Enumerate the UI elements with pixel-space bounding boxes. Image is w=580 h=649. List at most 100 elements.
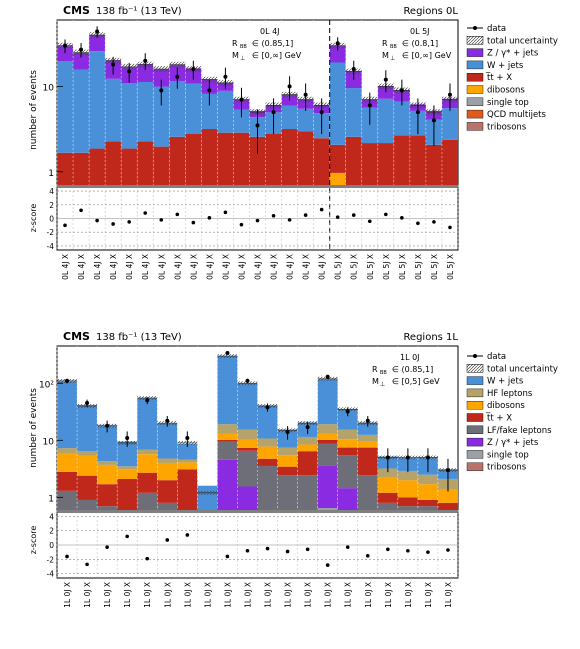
bar-segment (357, 422, 378, 435)
bar-segment (201, 129, 218, 185)
data-point (287, 84, 292, 89)
bar-segment (57, 381, 78, 449)
x-tick-label: 0L 4J X (93, 254, 102, 280)
legend-swatch (466, 72, 484, 82)
zscore-point (319, 207, 324, 212)
cms-label-2: CMS (63, 330, 90, 343)
legend-label: Z / γ* + jets (487, 49, 539, 59)
legend-label: W + jets (487, 377, 524, 387)
data-point (79, 47, 84, 52)
x-tick-label: 1L 0J X (344, 582, 353, 608)
zscore-point (255, 218, 260, 223)
bar-segment (337, 429, 358, 440)
bar-segment (237, 439, 258, 448)
data-point (415, 110, 420, 115)
mperp-label: M (232, 51, 239, 60)
zscore-tick-label: -2 (47, 555, 55, 564)
data-point (105, 423, 110, 428)
y-tick-label: 1 (48, 169, 54, 179)
bar-segment (257, 458, 278, 466)
bar-segment (297, 475, 318, 510)
bar-segment (313, 138, 330, 185)
x-tick-label: 0L 4J X (109, 254, 118, 280)
x-tick-label: 0L 4J X (173, 254, 182, 280)
zscore-point (207, 216, 212, 220)
bar-segment (281, 129, 298, 185)
bar-segment (77, 451, 98, 456)
legend-label: data (487, 24, 506, 34)
y-tick-label: 10 (43, 83, 55, 93)
x-tick-label: 1L 0J X (63, 582, 72, 608)
bar-segment (277, 447, 298, 456)
zscore-point (159, 218, 164, 222)
bar-segment (377, 502, 398, 510)
bar-segment (361, 107, 378, 144)
bar-segment (137, 398, 158, 450)
legend-label: single top (487, 98, 529, 108)
x-tick-label: 1L 0J X (83, 582, 92, 608)
rbb-subscript: BB (240, 44, 247, 50)
zscore-point (245, 548, 250, 553)
legend-swatch (466, 450, 484, 459)
data-point (367, 103, 372, 108)
zscore-point (287, 218, 292, 222)
x-tick-label: 1L 0J X (424, 582, 433, 608)
rbb-subscript: BB (380, 370, 387, 376)
bar-segment (177, 459, 198, 463)
legend-uncertainty-swatch (466, 36, 484, 45)
legend-uncertainty-swatch (466, 364, 484, 373)
bar-segment (217, 441, 238, 460)
bar-segment (237, 383, 258, 430)
bar-segment (417, 506, 438, 510)
legend-swatch (466, 425, 484, 434)
bar-segment (77, 455, 98, 476)
legend-label: LF/fake leptons (487, 426, 552, 436)
bar-segment (397, 470, 418, 481)
bar-segment (377, 98, 394, 144)
bar-segment (441, 108, 458, 140)
bar-segment (73, 52, 90, 70)
bar-segment (57, 152, 74, 185)
bar-segment (217, 90, 234, 133)
bar-segment (237, 429, 258, 440)
data-point (405, 455, 410, 460)
uncertainty-band (169, 61, 186, 68)
x-tick-label: 0L 5J X (430, 254, 439, 280)
x-tick-label: 1L 0J X (203, 582, 212, 608)
lumi-label-1: 138 fb⁻¹ (13 TeV) (96, 6, 182, 17)
x-tick-label: 0L 5J X (334, 254, 343, 280)
bar-segment (277, 466, 298, 476)
legend-swatch (466, 97, 484, 107)
zscore-point (111, 222, 115, 226)
bar-segment (217, 424, 238, 434)
data-point (63, 43, 68, 48)
zscore-tick-label: -4 (47, 570, 55, 579)
zscore-point (145, 556, 150, 561)
x-tick-label: 0L 4J X (254, 254, 263, 280)
bar-segment (249, 136, 266, 185)
zscore-point (127, 220, 131, 224)
zscore-point (406, 548, 410, 553)
legend-swatch (466, 437, 484, 447)
zscore-point (386, 547, 390, 552)
data-point (399, 88, 404, 93)
data-point (365, 418, 370, 423)
bar-segment (89, 51, 106, 149)
data-point (245, 378, 250, 383)
x-tick-label: 0L 4J X (125, 254, 134, 280)
bar-segment (157, 480, 178, 503)
bar-segment (397, 497, 418, 507)
uncertainty-band (197, 490, 218, 495)
zscore-point (95, 218, 99, 223)
mperp-label: M (382, 51, 389, 60)
zscore-tick-label: 2 (49, 201, 54, 210)
zscore-point (365, 553, 370, 558)
data-point (95, 29, 100, 34)
x-tick-label: 0L 4J X (141, 254, 150, 280)
x-tick-label: 1L 0J X (404, 582, 413, 608)
bar-segment (297, 108, 314, 132)
x-tick-label: 0L 5J X (414, 254, 423, 280)
x-tick-label: 1L 0J X (243, 582, 252, 608)
zscore-point (223, 210, 228, 215)
bar-segment (77, 499, 98, 510)
